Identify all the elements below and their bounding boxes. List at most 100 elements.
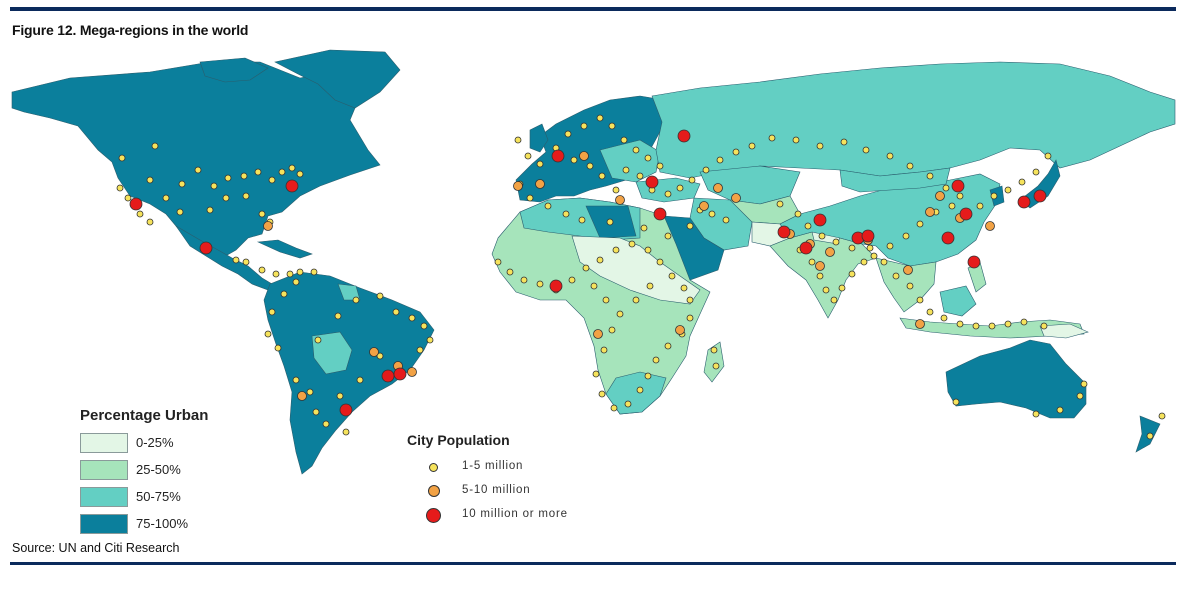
city-marker-medium [615, 195, 625, 205]
city-marker-small [578, 216, 586, 224]
city-marker-small [636, 386, 644, 394]
city-marker-medium [579, 151, 589, 161]
city-marker-small [1146, 432, 1154, 440]
bottom-rule [10, 562, 1176, 565]
city-marker-small [1004, 186, 1012, 194]
city-marker-small [124, 194, 132, 202]
city-marker-small [306, 388, 314, 396]
city-marker-small [712, 362, 720, 370]
city-marker-small [792, 136, 800, 144]
city-marker-large [199, 241, 213, 255]
city-marker-small [664, 232, 672, 240]
figure-title: Figure 12. Mega-regions in the world [12, 22, 249, 38]
city-marker-small [586, 162, 594, 170]
city-marker-small [224, 174, 232, 182]
region-russia-central-asia [651, 61, 1176, 225]
city-marker-small [322, 420, 330, 428]
city-marker-small [646, 282, 654, 290]
legend-city-title: City Population [407, 432, 510, 448]
city-marker-small [596, 256, 604, 264]
city-marker-small [206, 206, 214, 214]
city-marker-small [1076, 392, 1084, 400]
city-marker-large [645, 175, 659, 189]
city-marker-small [776, 200, 784, 208]
city-marker-small [664, 342, 672, 350]
city-marker-large [285, 179, 299, 193]
region-oceania [945, 323, 1161, 453]
city-marker-large [777, 225, 791, 239]
region-greenland-shape [274, 49, 401, 109]
city-marker-small [644, 246, 652, 254]
city-marker-medium [263, 221, 273, 231]
city-marker-small [886, 242, 894, 250]
city-marker-small [686, 296, 694, 304]
city-marker-medium [731, 193, 741, 203]
city-marker-small [592, 370, 600, 378]
city-marker-small [892, 272, 900, 280]
city-marker-small [292, 278, 300, 286]
city-marker-small [146, 176, 154, 184]
city-marker-small [600, 346, 608, 354]
city-marker-small [292, 376, 300, 384]
region-japan-shape [1019, 159, 1061, 209]
city-marker-large [1033, 189, 1047, 203]
city-marker-small [582, 264, 590, 272]
city-marker-small [524, 152, 532, 160]
city-marker-small [392, 308, 400, 316]
city-marker-small [952, 398, 960, 406]
region-southern-africa-shape [605, 371, 667, 415]
city-marker-small [656, 162, 664, 170]
city-marker-small [644, 372, 652, 380]
city-marker-small [608, 122, 616, 130]
city-marker-small [288, 164, 296, 172]
city-marker-small [1018, 178, 1026, 186]
city-marker-small [116, 184, 124, 192]
city-marker-small [352, 296, 360, 304]
legend-city-item: 5-10 million [420, 482, 620, 502]
city-marker-small [376, 352, 384, 360]
city-marker-small [544, 202, 552, 210]
legend-urban-swatch [80, 433, 128, 453]
city-marker-medium [593, 329, 603, 339]
city-marker-large [861, 229, 875, 243]
city-marker-small [568, 276, 576, 284]
region-europe [515, 95, 665, 203]
city-marker-small [562, 210, 570, 218]
city-marker-small [426, 336, 434, 344]
city-marker-small [268, 176, 276, 184]
city-marker-medium [915, 319, 925, 329]
city-marker-small [176, 208, 184, 216]
city-marker-small [710, 346, 718, 354]
city-marker-medium [699, 201, 709, 211]
city-marker-small [988, 322, 996, 330]
city-marker-small [940, 314, 948, 322]
legend-urban-item: 0-25% [80, 433, 240, 453]
city-marker-large [339, 403, 353, 417]
city-marker-small [848, 270, 856, 278]
city-marker-large [959, 207, 973, 221]
city-marker-small [376, 292, 384, 300]
legend-city-dot [428, 485, 440, 497]
city-marker-large [1017, 195, 1031, 209]
city-marker-large [381, 369, 395, 383]
city-marker-small [926, 308, 934, 316]
legend-city-label: 1-5 million [462, 460, 524, 472]
legend-urban-swatch [80, 460, 128, 480]
city-marker-small [722, 216, 730, 224]
city-marker-small [274, 344, 282, 352]
city-marker-small [598, 390, 606, 398]
city-marker-medium [825, 247, 835, 257]
city-marker-small [254, 168, 262, 176]
city-marker-large [549, 279, 563, 293]
city-marker-small [794, 210, 802, 218]
city-marker-large [393, 367, 407, 381]
legend-urban-label: 0-25% [136, 435, 174, 450]
city-marker-small [688, 176, 696, 184]
city-marker-small [886, 152, 894, 160]
city-marker-small [862, 146, 870, 154]
city-marker-medium [675, 325, 685, 335]
city-marker-small [616, 310, 624, 318]
region-caribbean-shape [256, 239, 313, 259]
